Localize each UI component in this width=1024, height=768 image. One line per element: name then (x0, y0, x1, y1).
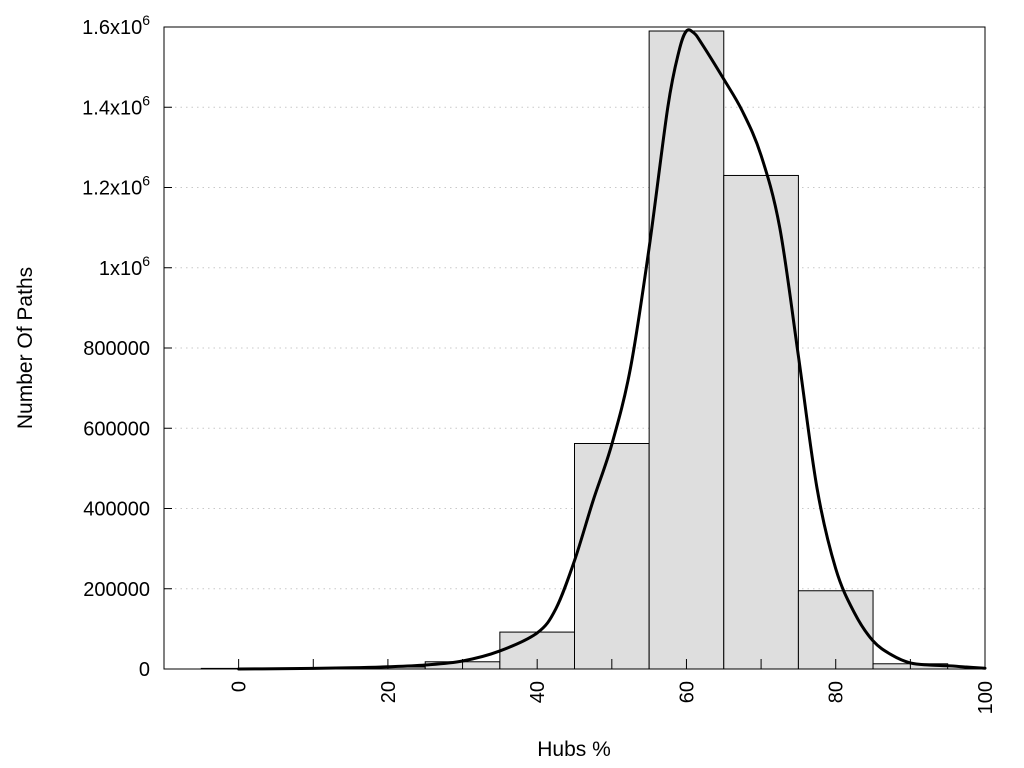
histogram-bar (797, 590, 874, 670)
x-axis-ticks: 0 20 40 60 80 100 (229, 659, 997, 714)
histogram-bar (574, 442, 650, 670)
y-tick-label: 600000 (83, 418, 150, 440)
y-tick-label: 800000 (83, 338, 150, 360)
x-tick-label: 20 (378, 681, 400, 703)
y-tick-label: 200000 (83, 579, 150, 601)
y-axis-title: Number Of Paths (14, 267, 37, 429)
x-tick-label: 100 (975, 681, 997, 714)
x-tick-label: 80 (826, 681, 848, 703)
histogram-bar (648, 30, 725, 670)
y-tick-label: 1.4x106 (82, 92, 150, 119)
y-tick-label: 1.6x106 (82, 12, 150, 39)
y-tick-label: 0 (139, 659, 150, 681)
y-axis-ticks: 0 200000 400000 600000 800000 1x106 1.2x106 1.4… (82, 12, 172, 681)
y-tick-label: 400000 (83, 499, 150, 521)
histogram-bar (723, 174, 799, 670)
y-tick-label: 1.2x106 (82, 173, 150, 200)
x-axis-title: Hubs % (537, 738, 611, 761)
y-tick-label: 1x106 (99, 253, 150, 280)
x-tick-label: 60 (676, 681, 698, 703)
x-tick-label: 40 (527, 681, 549, 703)
x-tick-label: 0 (229, 681, 251, 692)
